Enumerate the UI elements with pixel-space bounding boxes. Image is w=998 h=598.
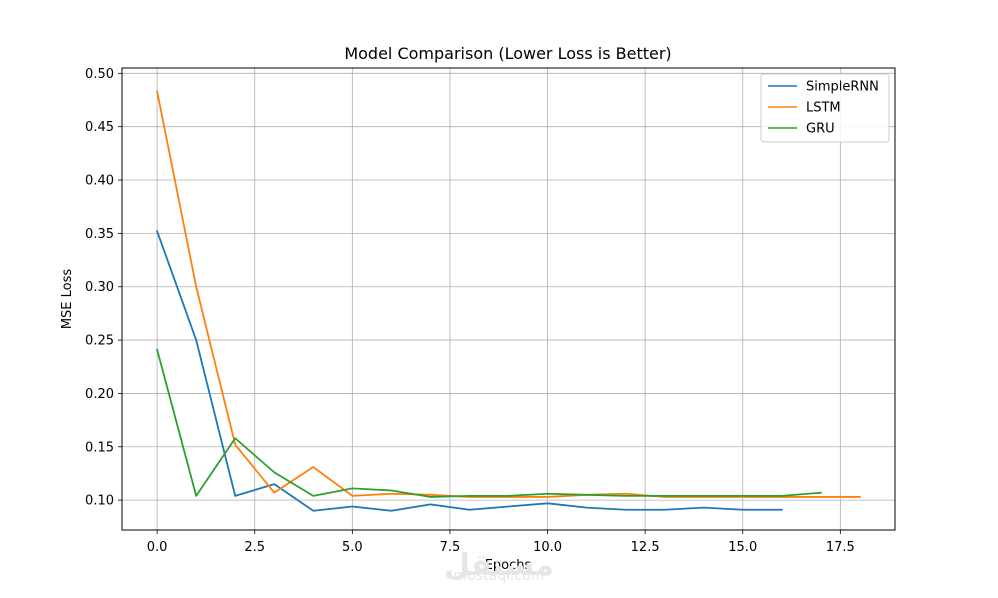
watermark-site-text: mostaql.com: [453, 568, 545, 584]
y-tick-label: 0.35: [85, 227, 114, 242]
x-tick-label: 12.5: [631, 540, 660, 555]
axis-ticks: 0.0 2.5 5.0 7.5 10.0 12.5 15.0 17.5 0.10 0.15 0.20…: [85, 67, 855, 555]
legend-label-gru: GRU: [806, 122, 835, 137]
plot-frame: [121, 67, 896, 531]
y-tick-label: 0.15: [85, 440, 114, 455]
y-tick-label: 0.20: [85, 387, 114, 402]
x-tick-label: 15.0: [728, 540, 757, 555]
legend-label-lstm: LSTM: [806, 101, 841, 116]
series-layer: [155, 90, 861, 512]
y-axis-label: MSE Loss: [60, 269, 75, 330]
x-tick-label: 2.5: [244, 540, 265, 555]
grid-lines: [122, 68, 895, 530]
series-line-simplernn: [155, 230, 783, 512]
x-tick-label: 17.5: [826, 540, 855, 555]
x-tick-label: 0.0: [147, 540, 168, 555]
legend-label-simplernn: SimpleRNN: [806, 80, 879, 95]
y-tick-label: 0.25: [85, 334, 114, 349]
legend: SimpleRNN LSTM GRU: [760, 73, 890, 143]
chart-title: Model Comparison (Lower Loss is Better): [344, 44, 671, 63]
y-tick-label: 0.45: [85, 120, 114, 135]
y-tick-label: 0.40: [85, 174, 114, 189]
y-tick-label: 0.50: [85, 67, 114, 82]
y-tick-label: 0.10: [85, 494, 114, 509]
x-tick-label: 10.0: [533, 540, 562, 555]
legend-frame: [760, 73, 890, 143]
y-tick-label: 0.30: [85, 280, 114, 295]
x-axis-label: Epochs: [485, 558, 532, 573]
x-tick-label: 5.0: [342, 540, 363, 555]
x-tick-label: 7.5: [440, 540, 461, 555]
series-line-lstm: [156, 90, 861, 498]
series-line-gru: [156, 348, 822, 498]
watermark-logo: مستقل: [444, 548, 554, 583]
